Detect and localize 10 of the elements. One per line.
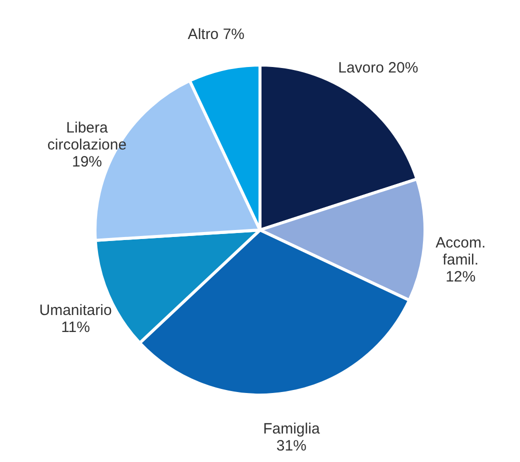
slice-label: Lavoro 20% (338, 59, 418, 76)
data-label: 31% (276, 438, 306, 455)
slice-label: Altro 7% (188, 26, 245, 43)
data-label: 11% (61, 318, 90, 336)
data-label: 12% (446, 268, 476, 286)
slice-label: Umanitario (39, 302, 112, 319)
slice-label: Libera circolazione (47, 120, 127, 154)
slice-label: Famiglia (263, 420, 320, 438)
data-label: 19% (72, 154, 102, 171)
slice-label: Accom. famil. (436, 234, 486, 269)
